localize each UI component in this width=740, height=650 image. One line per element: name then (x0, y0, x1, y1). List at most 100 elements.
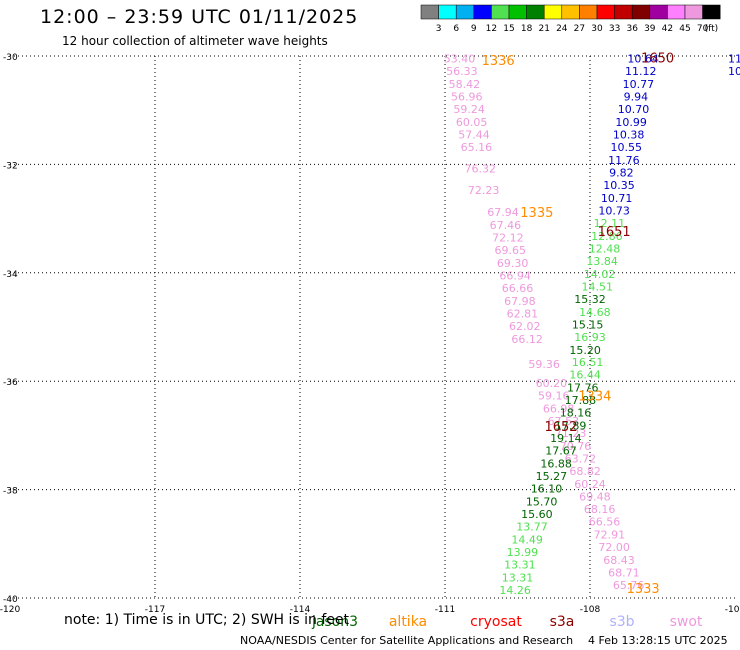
wave-height-label: 72.00 (598, 541, 630, 554)
wave-height-label: 13.31 (504, 558, 536, 571)
wave-height-label: 11 (728, 53, 740, 66)
wave-height-label: 67.53 (548, 415, 580, 428)
wave-height-label: 14.68 (579, 306, 611, 319)
wave-height-label: 69.30 (497, 257, 529, 270)
colorbar-label: 33 (609, 24, 620, 34)
colorbar-label: 27 (574, 24, 585, 34)
pass-number-label: 1334 (578, 389, 611, 404)
wave-height-label: 60.20 (536, 377, 568, 390)
wave-height-label: 15.60 (521, 508, 553, 521)
wave-height-label: 13.84 (586, 255, 618, 268)
wave-height-label: 14.49 (511, 533, 543, 546)
wave-height-label: 19.14 (550, 432, 582, 445)
pass-number-label: 1652 (544, 420, 577, 435)
wave-height-label: 10.73 (598, 204, 630, 217)
wave-height-label: 14.51 (582, 280, 614, 293)
page-subtitle: 12 hour collection of altimeter wave hei… (62, 34, 328, 48)
wave-height-label: 15.20 (569, 344, 601, 357)
x-tick-label: -120 (0, 605, 20, 615)
wave-height-label: 60.24 (574, 478, 606, 491)
x-tick-label: -117 (145, 605, 165, 615)
colorbar-swatch (561, 4, 580, 20)
x-tick-label: -108 (580, 605, 601, 615)
wave-height-label: 67.94 (487, 206, 519, 219)
wave-height-label: 10.64 (627, 53, 659, 66)
colorbar-label: 21 (538, 24, 549, 34)
wave-height-label: 16.10 (531, 483, 563, 496)
wave-height-label: 69.48 (579, 491, 611, 504)
wave-height-label: 9.82 (609, 167, 634, 180)
wave-height-label: 10.70 (618, 103, 650, 116)
wave-height-label: 16.51 (572, 356, 604, 369)
wave-height-label: 10.55 (611, 141, 643, 154)
pass-number-label: 1651 (598, 225, 631, 240)
colorbar-swatch (526, 4, 545, 20)
wave-height-label: 13.77 (516, 520, 548, 533)
colorbar-label: 9 (471, 24, 477, 34)
wave-height-label: 15.32 (574, 293, 606, 306)
wave-height-label: 69.65 (495, 244, 527, 257)
wave-height-label: 10.99 (615, 116, 647, 129)
wave-height-label: 76.32 (465, 163, 497, 176)
wave-height-label: 59.24 (453, 103, 485, 116)
colorbar-swatch (508, 4, 527, 20)
x-tick-label: -111 (435, 605, 455, 615)
wave-height-label: 72.12 (492, 232, 524, 245)
wave-height-label: 72.23 (468, 184, 500, 197)
wave-height-label: 70.76 (560, 440, 592, 453)
wave-height-label: 66.94 (499, 270, 531, 283)
y-tick-label: -36 (3, 378, 18, 388)
note-text: note: 1) Time is in UTC; 2) SWH is in fe… (64, 612, 350, 628)
colorbar-label: 70 (697, 24, 709, 34)
colorbar-label: 45 (679, 24, 690, 34)
legend-entry-altika: altika (389, 614, 427, 630)
wave-height-label: 13.31 (502, 571, 534, 584)
wave-height-label: 10.35 (603, 179, 635, 192)
wave-height-label: 68.16 (584, 503, 616, 516)
wave-height-label: 66.66 (502, 282, 534, 295)
wave-height-label: 66.98 (543, 402, 575, 415)
legend-entry-s3b: s3b (609, 614, 634, 630)
wave-height-label: 65.76 (613, 579, 645, 592)
colorbar-swatch (420, 4, 439, 20)
pass-number-label: 1336 (482, 54, 515, 69)
wave-height-label: 53.40 (444, 53, 476, 66)
wave-height-label: 63.72 (565, 453, 597, 466)
colorbar-label: 24 (556, 24, 568, 34)
wave-height-label: 72.91 (594, 529, 626, 542)
colorbar-swatch (667, 4, 686, 20)
legend-entry-s3a: s3a (550, 614, 575, 630)
y-tick-label: -30 (3, 53, 18, 63)
wave-height-label: 62.02 (509, 320, 541, 333)
wave-height-label: 68.82 (569, 465, 601, 478)
y-tick-label: -40 (3, 595, 18, 605)
colorbar-label: 3 (436, 24, 442, 34)
wave-height-label: 11.76 (608, 154, 640, 167)
wave-height-label: 11.12 (625, 65, 657, 78)
colorbar-label: 42 (662, 24, 673, 34)
colorbar-swatch (455, 4, 475, 20)
colorbar-label: 6 (453, 24, 459, 34)
wave-height-label: 10.71 (601, 192, 633, 205)
wave-height-label: 17.76 (567, 382, 599, 395)
colorbar-swatch (684, 4, 703, 20)
colorbar-label: 39 (644, 24, 656, 34)
wave-height-label: 13.99 (507, 546, 539, 559)
wave-height-label: 66.56 (589, 516, 621, 529)
legend-entry-cryosat: cryosat (470, 614, 522, 630)
wave-height-label: 12.11 (594, 217, 626, 230)
x-tick-label: -114 (290, 605, 311, 615)
wave-height-label: 65.16 (461, 141, 493, 154)
wave-height-label: 17.89 (555, 420, 587, 433)
pass-number-label: 1335 (520, 206, 553, 221)
footer-timestamp: 4 Feb 13:28:15 UTC 2025 (588, 634, 728, 647)
wave-height-label: 14.26 (499, 584, 531, 597)
wave-height-label: 12.48 (589, 242, 621, 255)
wave-height-label: 9.94 (624, 91, 649, 104)
footer-credit: NOAA/NESDIS Center for Satellite Applica… (240, 634, 574, 647)
wave-height-label: 59.36 (528, 358, 560, 371)
wave-height-label: 62.81 (507, 307, 539, 320)
y-tick-label: -34 (3, 270, 18, 280)
wave-height-label: 10 (728, 65, 740, 78)
